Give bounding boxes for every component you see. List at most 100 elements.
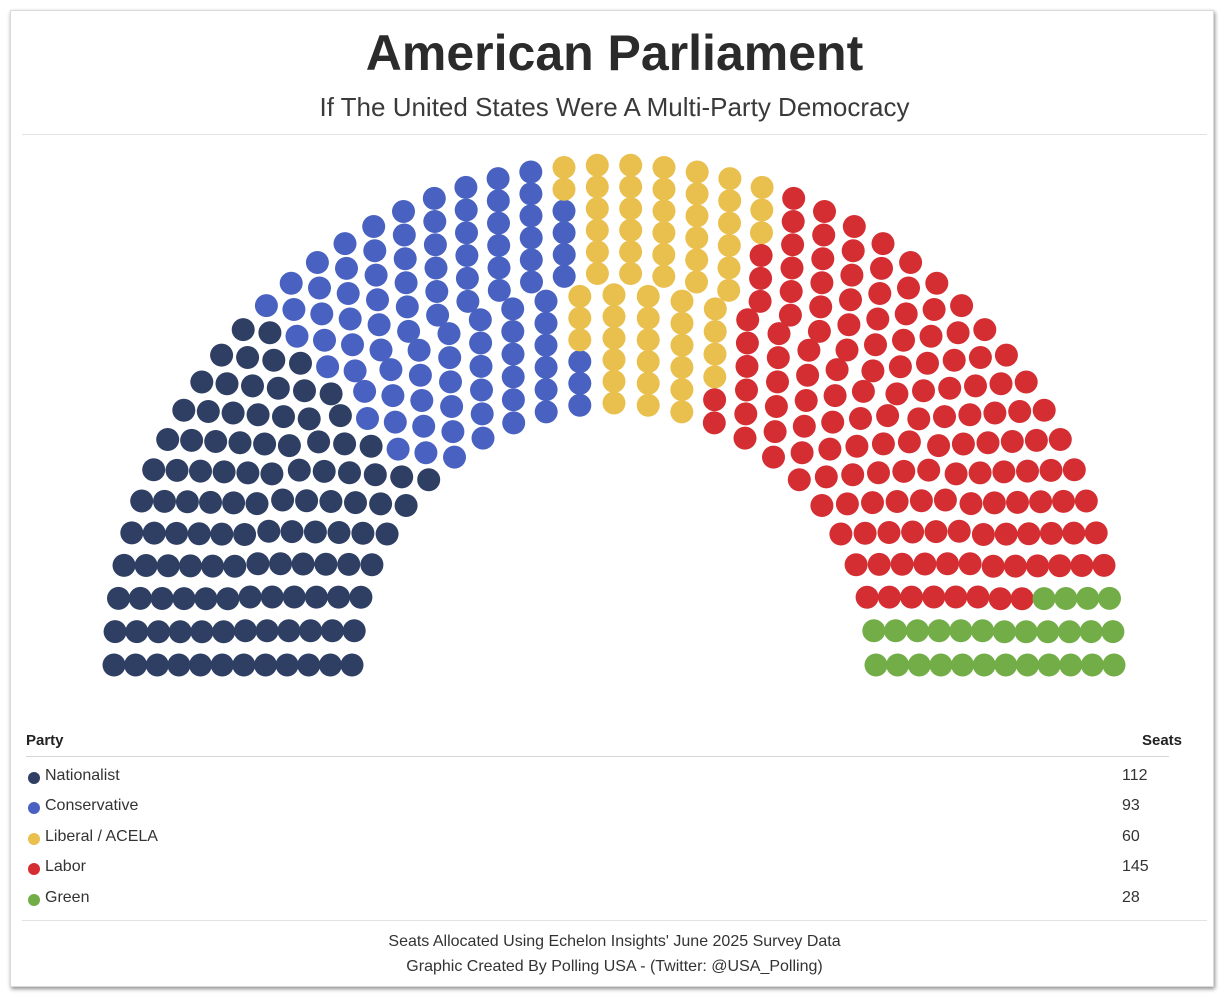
seat-conservative (423, 233, 447, 257)
seat-conservative (501, 320, 525, 343)
seat-labor (837, 313, 861, 337)
seat-nationalist (199, 490, 222, 514)
seat-labor (988, 587, 1012, 611)
seat-nationalist (295, 489, 319, 513)
seat-nationalist (246, 403, 270, 427)
seat-nationalist (189, 459, 212, 483)
seat-labor (959, 492, 983, 516)
seat-liberal-acela (636, 371, 660, 395)
seat-nationalist (175, 490, 199, 514)
seat-nationalist (312, 459, 336, 483)
seat-labor (1039, 458, 1063, 482)
seat-liberal-acela (585, 218, 609, 242)
seat-conservative (379, 358, 403, 382)
seat-nationalist (344, 491, 367, 515)
seat-liberal-acela (619, 197, 643, 221)
seat-liberal-acela (685, 204, 709, 228)
legend-dot-liberal (28, 833, 40, 845)
seat-labor (1014, 370, 1038, 394)
seat-liberal-acela (652, 199, 676, 223)
legend-row-nationalist: Nationalist 112 (26, 766, 1166, 790)
seat-conservative (534, 333, 558, 357)
seat-labor (839, 288, 862, 312)
legend-row-liberal: Liberal / ACELA 60 (26, 827, 1166, 851)
seat-liberal-acela (717, 234, 741, 257)
seat-conservative (534, 355, 558, 379)
seat-conservative (412, 414, 436, 438)
seat-nationalist (262, 348, 286, 372)
seat-nationalist (167, 653, 191, 677)
seat-green (992, 620, 1016, 644)
seat-green (1016, 653, 1039, 677)
seat-labor (1010, 587, 1034, 611)
seat-labor (861, 359, 885, 383)
seat-conservative (439, 370, 462, 394)
seat-labor (983, 401, 1007, 425)
seat-labor (851, 379, 875, 403)
seat-labor (877, 521, 901, 544)
seat-nationalist (375, 522, 399, 546)
seat-conservative (279, 271, 303, 295)
seat-liberal-acela (670, 289, 694, 313)
seat-green (907, 653, 931, 677)
seat-labor (867, 552, 891, 576)
seat-labor (968, 461, 992, 485)
seat-nationalist (314, 552, 338, 576)
seat-conservative (426, 303, 450, 327)
seat-labor (782, 186, 806, 210)
seat-labor (810, 271, 834, 295)
seat-nationalist (266, 376, 290, 400)
seat-liberal-acela (636, 328, 660, 352)
seat-conservative (454, 175, 478, 199)
seat-liberal-acela (602, 326, 626, 350)
seat-conservative (552, 221, 576, 245)
seat-conservative (356, 407, 379, 430)
seat-conservative (423, 210, 447, 233)
seat-conservative (353, 379, 377, 403)
seat-nationalist (120, 521, 144, 545)
seat-labor (899, 251, 923, 274)
seat-labor (912, 379, 935, 403)
seat-nationalist (269, 552, 292, 576)
seat-nationalist (246, 552, 270, 576)
header-divider (22, 134, 1207, 135)
seat-labor (900, 585, 924, 609)
seat-nationalist (337, 552, 361, 576)
seat-liberal-acela (602, 369, 626, 393)
seat-labor (901, 520, 925, 544)
seat-liberal-acela (602, 391, 626, 415)
legend-label: Conservative (45, 797, 139, 814)
seat-conservative (422, 186, 446, 210)
seat-liberal-acela (652, 177, 676, 201)
legend-row-conservative: Conservative 93 (26, 796, 1166, 820)
seat-liberal-acela (585, 262, 609, 285)
seat-conservative (392, 200, 415, 223)
seat-green (862, 619, 886, 643)
seat-labor (778, 303, 802, 327)
seat-conservative (501, 297, 525, 321)
seat-conservative (471, 426, 495, 450)
seat-nationalist (180, 428, 204, 452)
seat-liberal-acela (703, 320, 727, 343)
seat-labor (973, 318, 997, 342)
seat-labor (1024, 428, 1048, 452)
seat-labor (909, 489, 933, 513)
seat-green (864, 653, 888, 677)
seat-labor (927, 434, 951, 458)
seat-labor (871, 432, 895, 456)
seat-labor (1084, 521, 1108, 545)
seat-nationalist (328, 404, 352, 428)
seat-labor (982, 491, 1006, 515)
seat-labor (733, 426, 757, 450)
seat-liberal-acela (636, 306, 660, 330)
seat-labor (876, 404, 900, 428)
seat-nationalist (287, 458, 311, 482)
seat-labor (762, 445, 785, 469)
seat-labor (1074, 489, 1098, 513)
seat-nationalist (233, 619, 257, 643)
seat-conservative (363, 239, 387, 263)
seat-conservative (519, 160, 543, 184)
legend-dot-green (28, 894, 40, 906)
seat-labor (703, 388, 727, 412)
footer-divider (22, 920, 1207, 921)
